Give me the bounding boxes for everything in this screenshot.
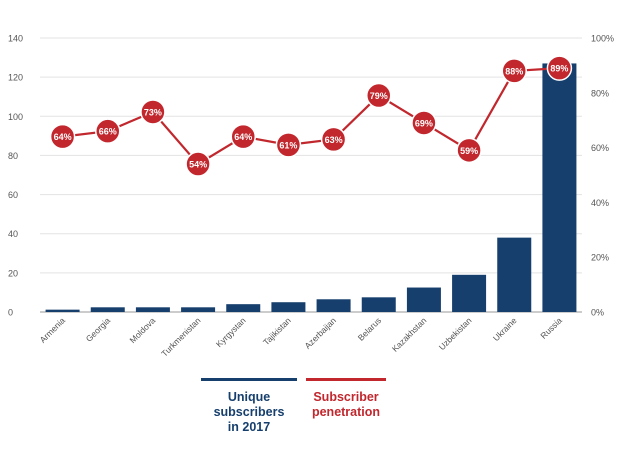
x-tick-label: Armenia (38, 315, 68, 345)
data-label: 66% (99, 127, 117, 137)
y-left-tick-label: 120 (8, 73, 23, 83)
bar (497, 237, 532, 312)
bar (361, 297, 396, 312)
x-tick-label: Kazakhstan (390, 315, 429, 354)
legend-swatch-subscribers (201, 378, 297, 381)
bar (452, 274, 487, 312)
x-tick-label: Belarus (356, 315, 383, 342)
legend-item-penetration: Subscriber penetration (306, 378, 386, 420)
data-label: 88% (505, 66, 523, 76)
bar (542, 63, 577, 312)
data-label: 89% (550, 64, 568, 74)
data-label: 69% (415, 118, 433, 128)
data-label: 79% (370, 91, 388, 101)
penetration-marker (320, 126, 347, 153)
data-label: 63% (325, 135, 343, 145)
legend-swatch-penetration (306, 378, 386, 381)
data-label: 73% (144, 107, 162, 117)
y-right-tick-label: 20% (591, 253, 609, 263)
x-tick-label: Turkmenistan (159, 315, 202, 358)
penetration-marker (230, 123, 256, 150)
y-left-tick-label: 0 (8, 308, 13, 318)
y-left-tick-label: 40 (8, 229, 18, 239)
x-tick-label: Uzbekistan (437, 315, 474, 352)
x-tick-label: Ukraine (491, 315, 519, 343)
penetration-marker (49, 123, 76, 150)
y-right-tick-label: 100% (591, 34, 614, 44)
penetration-marker (501, 58, 527, 84)
data-label: 54% (189, 160, 207, 170)
y-left-tick-label: 100 (8, 112, 23, 122)
penetration-marker (185, 151, 211, 177)
y-left-tick-label: 80 (8, 151, 18, 161)
x-tick-label: Azerbaijan (303, 315, 339, 351)
y-right-tick-label: 60% (591, 143, 609, 153)
y-left-tick-label: 140 (8, 34, 23, 44)
data-label: 59% (460, 146, 478, 156)
penetration-marker (366, 82, 392, 109)
penetration-marker (275, 132, 302, 158)
x-tick-label: Kyrgystan (214, 315, 248, 349)
penetration-marker (456, 137, 482, 164)
bar (406, 287, 441, 312)
data-label: 64% (54, 132, 72, 142)
penetration-marker (546, 55, 573, 81)
y-right-tick-label: 80% (591, 88, 609, 98)
x-tick-label: Moldova (128, 315, 158, 345)
data-label: 64% (234, 132, 252, 142)
legend-item-subscribers: Unique subscribers in 2017 (201, 378, 297, 435)
legend-label-subscribers: Unique subscribers in 2017 (213, 390, 285, 434)
x-tick-label: Russia (538, 315, 564, 341)
y-right-tick-label: 0% (591, 308, 604, 318)
penetration-marker (95, 118, 121, 144)
data-label: 61% (279, 140, 297, 150)
bar (316, 299, 351, 312)
bar (45, 309, 80, 312)
bar (181, 307, 216, 312)
bar (226, 304, 261, 312)
y-left-tick-label: 20 (8, 268, 18, 278)
x-tick-label: Tajikistan (261, 315, 293, 347)
bar (135, 307, 170, 312)
y-left-tick-label: 60 (8, 190, 18, 200)
bar (90, 307, 125, 312)
legend-label-penetration: Subscriber penetration (311, 390, 381, 419)
penetration-marker (411, 110, 437, 136)
x-tick-label: Georgia (84, 315, 113, 344)
y-right-tick-label: 40% (591, 198, 609, 208)
penetration-marker (140, 99, 166, 125)
bar (271, 302, 306, 312)
